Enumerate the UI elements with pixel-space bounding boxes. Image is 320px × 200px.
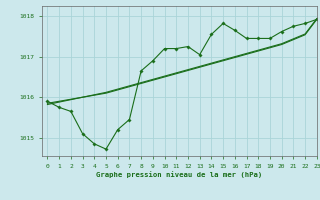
X-axis label: Graphe pression niveau de la mer (hPa): Graphe pression niveau de la mer (hPa) (96, 171, 262, 178)
